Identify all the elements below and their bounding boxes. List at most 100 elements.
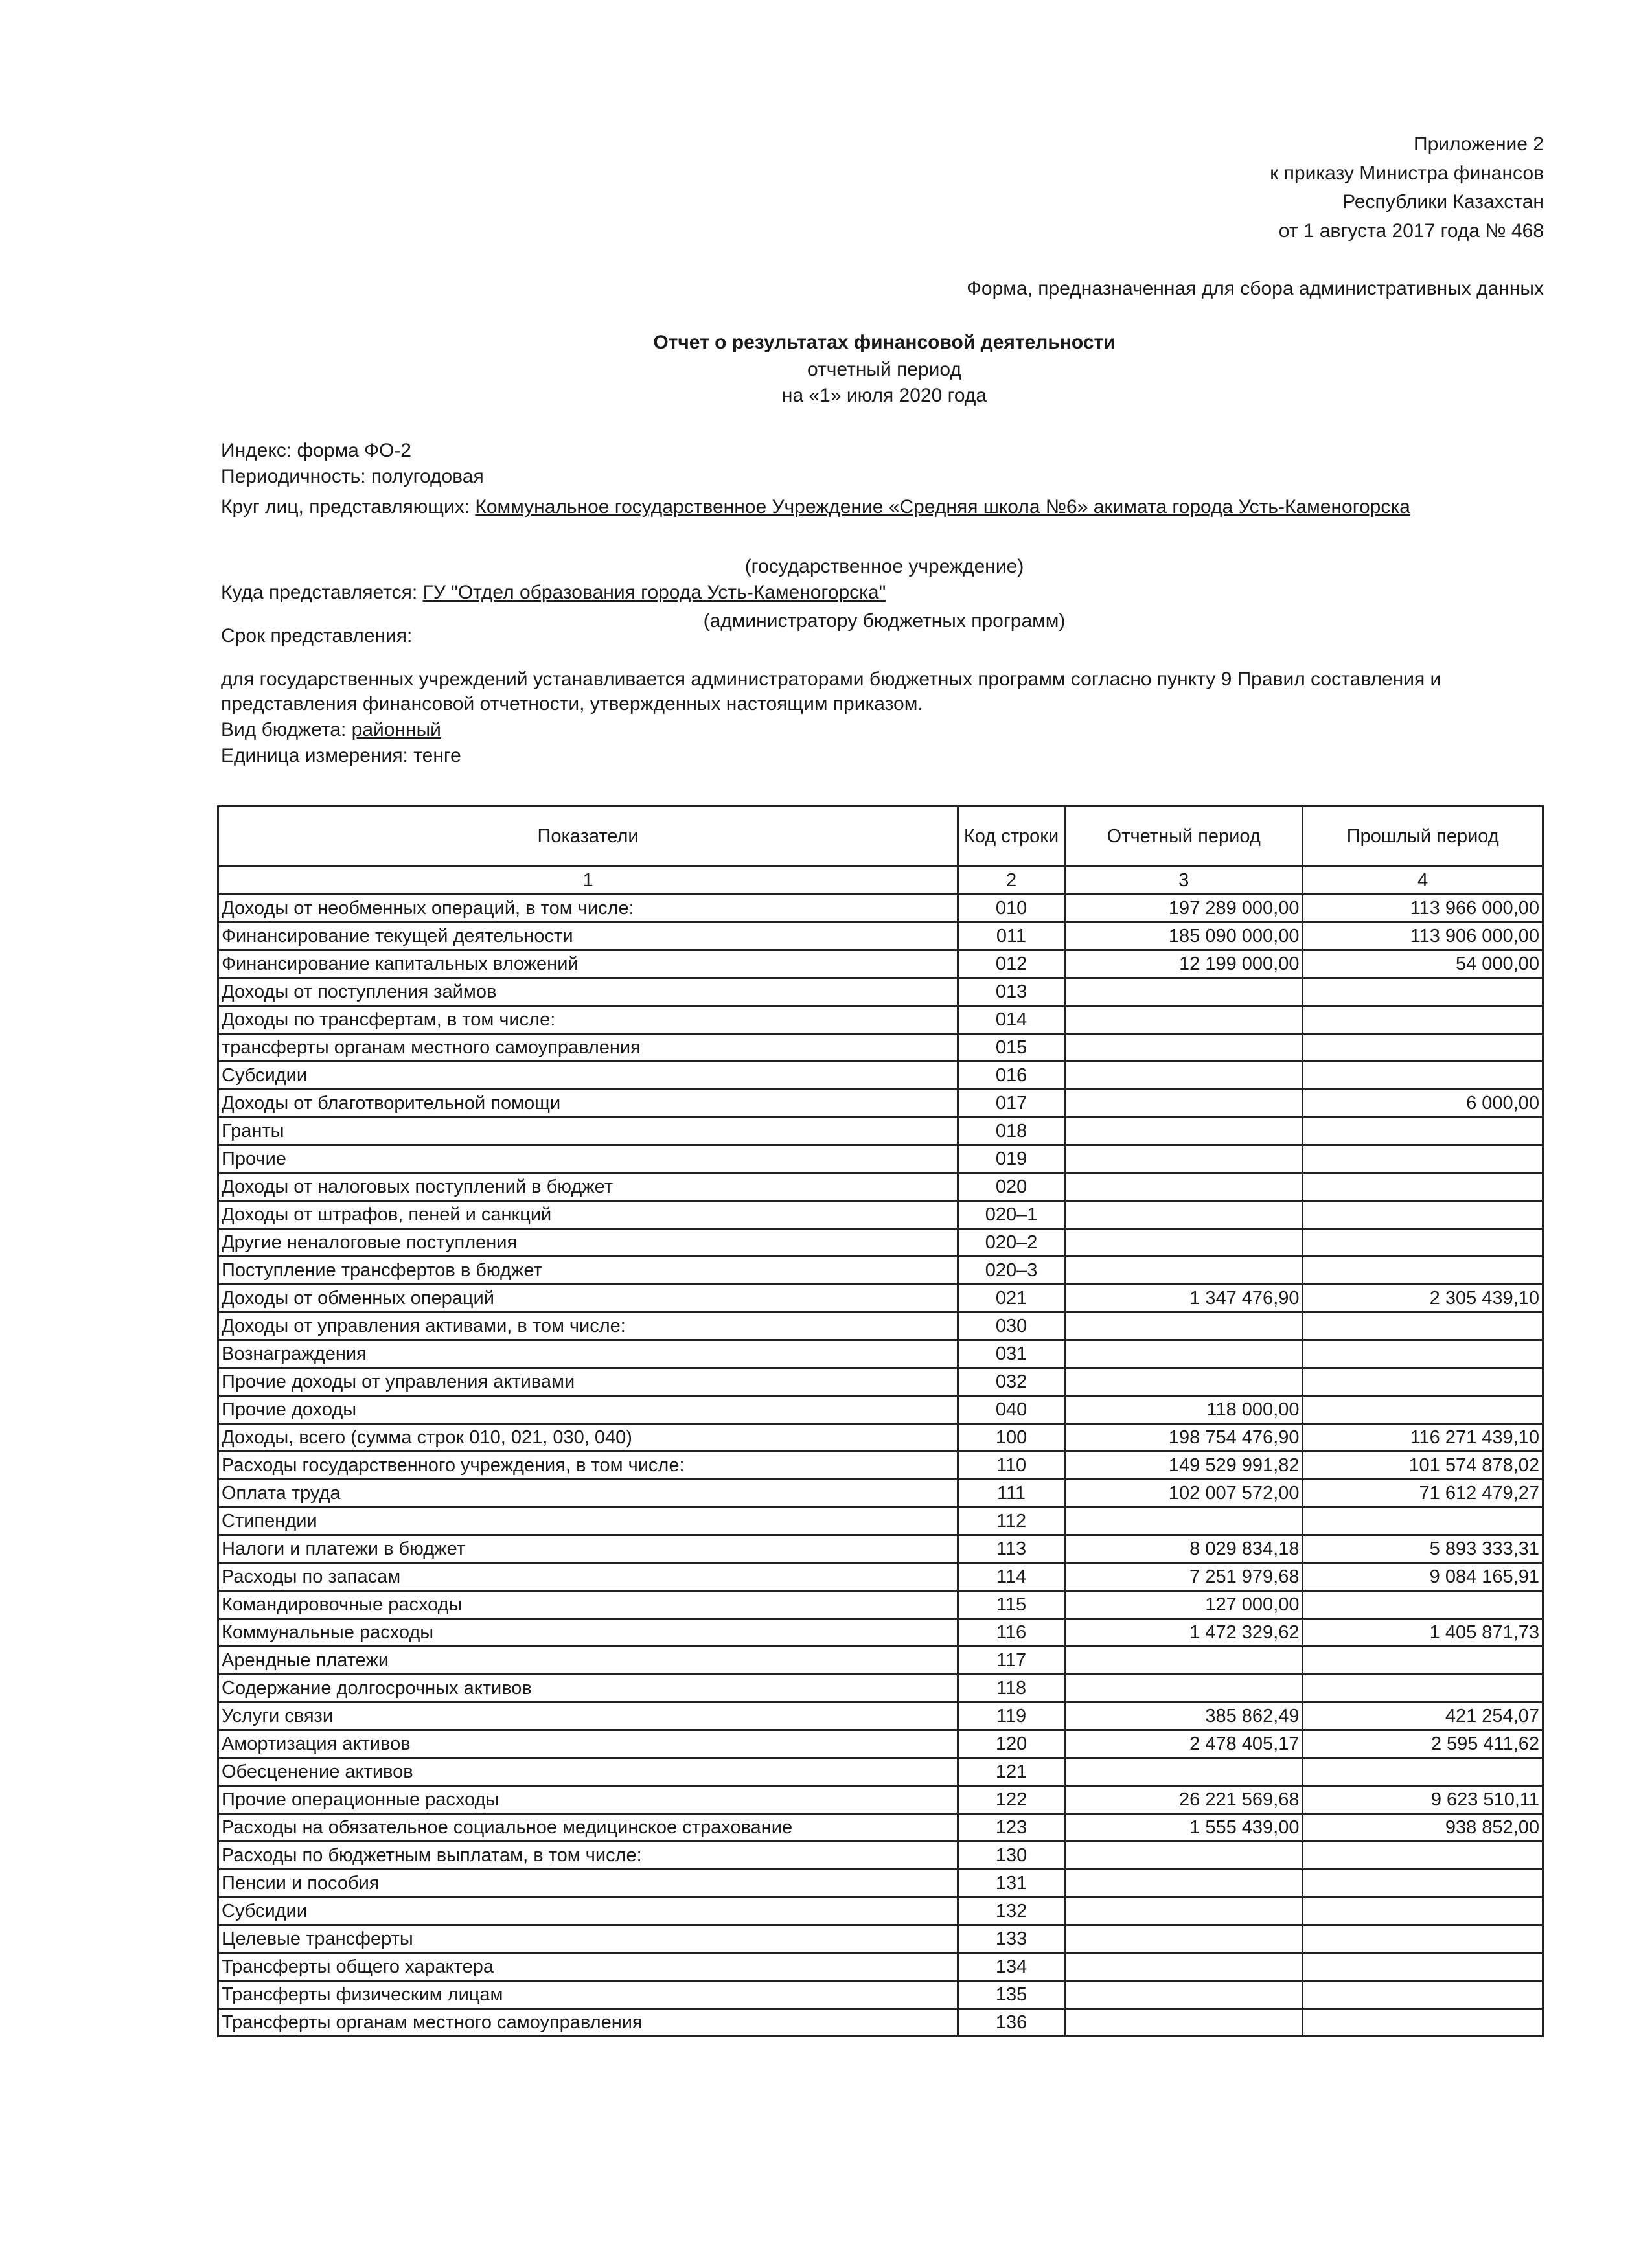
code-cell: 136	[957, 2008, 1066, 2037]
previous-period-cell: 2 305 439,10	[1302, 1283, 1544, 1313]
table-row: Расходы по запасам 114 7 251 979,68 9 084 1…	[216, 1562, 1544, 1592]
table-row: Содержание долгосрочных активов 118	[216, 1673, 1544, 1703]
indicator-cell: Стипендии	[216, 1506, 959, 1536]
code-cell: 131	[957, 1868, 1066, 1898]
code-cell: 113	[957, 1534, 1066, 1564]
indicator-cell: Трансферты физическим лицам	[216, 1980, 959, 2010]
table-row: Расходы на обязательное социальное медиц…	[216, 1813, 1544, 1842]
indicator-cell: Расходы по запасам	[216, 1562, 959, 1592]
code-cell: 032	[957, 1367, 1066, 1397]
previous-period-cell	[1302, 1840, 1544, 1870]
previous-period-cell	[1302, 1339, 1544, 1369]
current-period-cell	[1063, 1311, 1304, 1341]
current-period-cell: 385 862,49	[1063, 1701, 1304, 1731]
current-period-cell	[1063, 1200, 1304, 1230]
column-number: 4	[1302, 865, 1544, 895]
code-cell: 021	[957, 1283, 1066, 1313]
table-row: Трансферты органам местного самоуправлен…	[216, 2008, 1544, 2037]
code-cell: 133	[957, 1924, 1066, 1954]
indicator-cell: Расходы по бюджетным выплатам, в том чис…	[216, 1840, 959, 1870]
previous-period-cell	[1302, 1590, 1544, 1620]
deadline-text: представления финансовой отчетности, утв…	[221, 693, 923, 715]
table-row: Трансферты общего характера 134	[216, 1952, 1544, 1982]
current-period-cell: 12 199 000,00	[1063, 949, 1304, 979]
current-period-cell	[1063, 1506, 1304, 1536]
previous-period-cell: 71 612 479,27	[1302, 1478, 1544, 1508]
table-row: Вознаграждения 031	[216, 1339, 1544, 1369]
current-period-cell	[1063, 1060, 1304, 1090]
indicator-cell: Расходы на обязательное социальное медиц…	[216, 1813, 959, 1842]
header-current-period: Отчетный период	[1063, 805, 1304, 867]
table-row: Услуги связи 119 385 862,49 421 254,07	[216, 1701, 1544, 1731]
current-period-cell: 198 754 476,90	[1063, 1423, 1304, 1452]
code-cell: 132	[957, 1896, 1066, 1926]
previous-period-cell: 113 906 000,00	[1302, 921, 1544, 951]
table-row: Поступление трансфертов в бюджет 020–3	[216, 1255, 1544, 1285]
budget-label: Вид бюджета:	[221, 719, 352, 740]
indicator-cell: Доходы от обменных операций	[216, 1283, 959, 1313]
indicator-cell: Трансферты органам местного самоуправлен…	[216, 2008, 959, 2037]
code-cell: 016	[957, 1060, 1066, 1090]
previous-period-cell	[1302, 1868, 1544, 1898]
indicator-cell: Оплата труда	[216, 1478, 959, 1508]
submitters-value: Коммунальное государственное Учреждение …	[475, 496, 1410, 518]
code-cell: 134	[957, 1952, 1066, 1982]
table-row: Прочие доходы 040 118 000,00	[216, 1395, 1544, 1425]
current-period-cell: 149 529 991,82	[1063, 1450, 1304, 1480]
previous-period-cell	[1302, 1255, 1544, 1285]
code-cell: 115	[957, 1590, 1066, 1620]
recipient-note: (администратору бюджетных программ)	[703, 610, 1066, 632]
previous-period-cell: 6 000,00	[1302, 1088, 1544, 1118]
report-date: на «1» июля 2020 года	[781, 385, 987, 406]
previous-period-cell	[1302, 1757, 1544, 1787]
current-period-cell	[1063, 1757, 1304, 1787]
code-cell: 110	[957, 1450, 1066, 1480]
previous-period-cell: 113 966 000,00	[1302, 893, 1544, 923]
indicator-cell: Услуги связи	[216, 1701, 959, 1731]
code-cell: 114	[957, 1562, 1066, 1592]
previous-period-cell: 421 254,07	[1302, 1701, 1544, 1731]
current-period-cell	[1063, 1645, 1304, 1675]
table-row: Доходы от штрафов, пеней и санкций 020–1	[216, 1200, 1544, 1230]
indicator-cell: Налоги и платежи в бюджет	[216, 1534, 959, 1564]
table-row: Доходы от обменных операций 021 1 347 476,…	[216, 1283, 1544, 1313]
indicator-cell: Доходы по трансфертам, в том числе:	[216, 1005, 959, 1035]
current-period-cell: 127 000,00	[1063, 1590, 1304, 1620]
indicator-cell: Поступление трансфертов в бюджет	[216, 1255, 959, 1285]
code-cell: 031	[957, 1339, 1066, 1369]
code-cell: 121	[957, 1757, 1066, 1787]
current-period-cell	[1063, 1952, 1304, 1982]
indicator-cell: Прочие	[216, 1144, 959, 1174]
table-row: Доходы от налоговых поступлений в бюджет…	[216, 1172, 1544, 1202]
budget-type: Вид бюджета: районный	[221, 718, 441, 742]
appendix-line: Приложение 2	[1414, 133, 1544, 155]
indicator-cell: Доходы от необменных операций, в том чис…	[216, 893, 959, 923]
financial-results-table: Показатели Код строки Отчетный период Пр…	[216, 805, 1544, 2037]
previous-period-cell	[1302, 1980, 1544, 2010]
previous-period-cell	[1302, 1200, 1544, 1230]
form-index: Индекс: форма ФО-2	[221, 440, 411, 461]
table-row: Оплата труда 111 102 007 572,00 71 612 479,…	[216, 1478, 1544, 1508]
indicator-cell: Трансферты общего характера	[216, 1952, 959, 1982]
code-cell: 014	[957, 1005, 1066, 1035]
table-row: Расходы по бюджетным выплатам, в том чис…	[216, 1840, 1544, 1870]
current-period-cell	[1063, 1172, 1304, 1202]
previous-period-cell	[1302, 2008, 1544, 2037]
code-cell: 020–2	[957, 1228, 1066, 1257]
appendix-line: от 1 августа 2017 года № 468	[1278, 220, 1544, 242]
deadline-label: Срок представления:	[221, 625, 413, 647]
table-row: Прочие операционные расходы 122 26 221 569…	[216, 1785, 1544, 1815]
previous-period-cell: 2 595 411,62	[1302, 1729, 1544, 1759]
current-period-cell: 1 347 476,90	[1063, 1283, 1304, 1313]
previous-period-cell: 938 852,00	[1302, 1813, 1544, 1842]
previous-period-cell: 5 893 333,31	[1302, 1534, 1544, 1564]
code-cell: 015	[957, 1033, 1066, 1062]
table-row: Доходы по трансфертам, в том числе: 014	[216, 1005, 1544, 1035]
current-period-cell	[1063, 1339, 1304, 1369]
current-period-cell	[1063, 1896, 1304, 1926]
indicator-cell: Финансирование текущей деятельности	[216, 921, 959, 951]
current-period-cell	[1063, 1005, 1304, 1035]
current-period-cell: 26 221 569,68	[1063, 1785, 1304, 1815]
code-cell: 013	[957, 977, 1066, 1007]
previous-period-cell: 9 623 510,11	[1302, 1785, 1544, 1815]
